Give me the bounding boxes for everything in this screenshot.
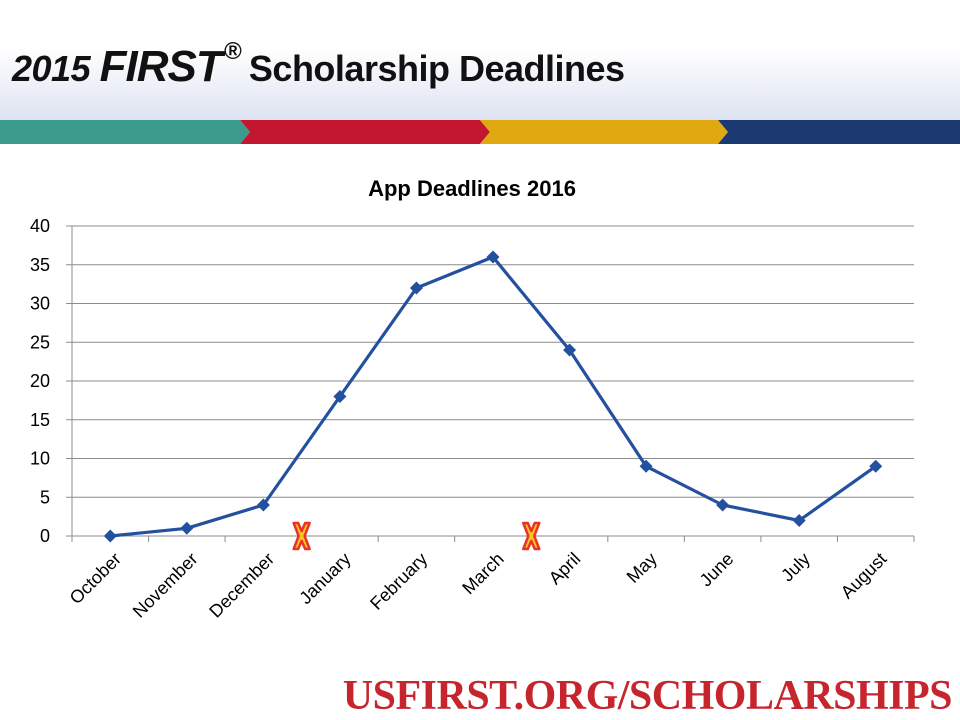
x-axis-ticks: October November December January February Ma… bbox=[66, 549, 891, 622]
data-point bbox=[639, 459, 653, 473]
y-tick-label: 30 bbox=[30, 294, 50, 314]
y-tick-label: 35 bbox=[30, 255, 50, 275]
footer-url[interactable]: USFIRST.ORG/SCHOLARSHIPS bbox=[342, 673, 953, 719]
y-tick-label: 40 bbox=[30, 216, 50, 236]
y-tick-label: 25 bbox=[30, 332, 50, 352]
y-tick-label: 15 bbox=[30, 410, 50, 430]
slide-title: 2015 FIRST® Scholarship Deadlines bbox=[12, 38, 625, 92]
x-marker-icon bbox=[292, 521, 311, 551]
slide-header: 2015 FIRST® Scholarship Deadlines bbox=[0, 0, 960, 120]
title-year: 2015 bbox=[12, 48, 91, 89]
line-chart: App Deadlines 2016 0 5 10 15 20 25 30 35 40 Octo… bbox=[30, 176, 915, 622]
data-point bbox=[180, 521, 194, 535]
y-axis-ticks: 0 5 10 15 20 25 30 35 40 bbox=[30, 216, 50, 546]
chart-title: App Deadlines 2016 bbox=[368, 176, 576, 201]
data-point bbox=[333, 390, 347, 403]
x-tick-label: December bbox=[205, 549, 278, 622]
x-tick-label: March bbox=[458, 549, 508, 599]
x-tick-label: July bbox=[777, 549, 814, 586]
x-marker-icon bbox=[522, 521, 541, 551]
data-point bbox=[409, 281, 423, 295]
x-tick-label: August bbox=[837, 549, 891, 603]
x-tick-label: November bbox=[129, 549, 202, 622]
data-point bbox=[869, 459, 883, 473]
x-tick-label: May bbox=[623, 549, 661, 587]
series-line bbox=[110, 255, 877, 538]
chart-annotations bbox=[292, 521, 541, 551]
registered-mark: ® bbox=[223, 38, 242, 65]
color-band bbox=[0, 120, 960, 144]
band-gold bbox=[480, 120, 728, 144]
title-brand: FIRST bbox=[99, 42, 223, 91]
x-tick-label: April bbox=[545, 549, 585, 589]
chart-grid bbox=[66, 225, 915, 542]
y-tick-label: 5 bbox=[40, 487, 50, 507]
title-rest: Scholarship Deadlines bbox=[248, 48, 625, 89]
data-point bbox=[103, 529, 117, 543]
band-navy bbox=[718, 120, 960, 144]
x-tick-label: June bbox=[696, 549, 738, 591]
y-tick-label: 10 bbox=[30, 449, 50, 469]
data-point bbox=[563, 343, 577, 357]
x-tick-label: January bbox=[295, 549, 354, 608]
data-point bbox=[792, 514, 806, 527]
data-point bbox=[486, 250, 500, 264]
x-tick-label: February bbox=[366, 549, 431, 614]
band-teal bbox=[0, 120, 250, 144]
y-tick-label: 20 bbox=[30, 371, 50, 391]
data-point bbox=[256, 498, 270, 512]
band-red bbox=[240, 120, 490, 144]
x-tick-label: October bbox=[66, 549, 125, 608]
y-tick-label: 0 bbox=[40, 526, 50, 546]
chart-series bbox=[103, 250, 883, 543]
data-point bbox=[716, 498, 730, 512]
